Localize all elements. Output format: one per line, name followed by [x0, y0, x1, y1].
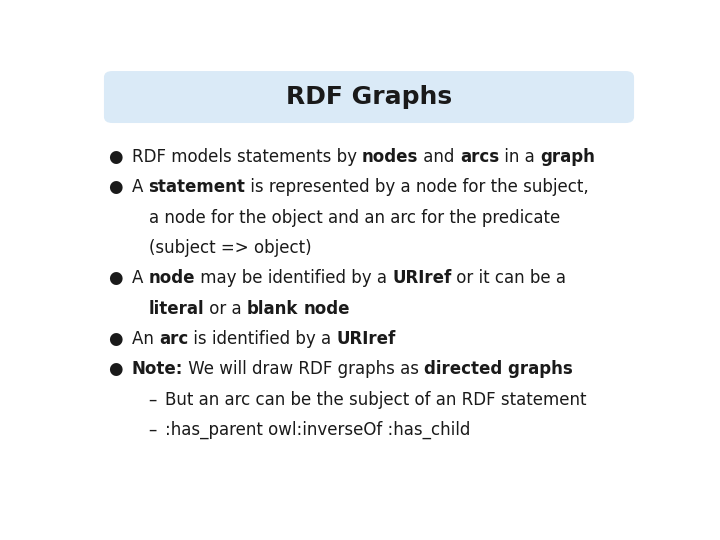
Text: literal: literal: [148, 300, 204, 318]
Text: –: –: [148, 391, 157, 409]
Text: ●: ●: [108, 178, 122, 197]
Text: RDF Graphs: RDF Graphs: [286, 85, 452, 109]
Text: URIref: URIref: [337, 330, 396, 348]
FancyBboxPatch shape: [104, 71, 634, 123]
Text: Note:: Note:: [132, 360, 183, 379]
Text: We will draw RDF graphs as: We will draw RDF graphs as: [183, 360, 425, 379]
Text: ●: ●: [108, 269, 122, 287]
Text: arcs: arcs: [460, 148, 499, 166]
Text: ●: ●: [108, 360, 122, 379]
Text: directed graphs: directed graphs: [425, 360, 573, 379]
Text: is identified by a: is identified by a: [188, 330, 337, 348]
Text: :has_parent owl:inverseOf :has_child: :has_parent owl:inverseOf :has_child: [166, 421, 471, 440]
Text: –: –: [148, 421, 157, 439]
Text: But an arc can be the subject of an RDF statement: But an arc can be the subject of an RDF …: [166, 391, 587, 409]
Text: A: A: [132, 269, 148, 287]
Text: (subject => object): (subject => object): [148, 239, 311, 257]
Text: or a: or a: [204, 300, 247, 318]
Text: in a: in a: [499, 148, 540, 166]
Text: a node for the object and an arc for the predicate: a node for the object and an arc for the…: [148, 208, 560, 227]
Text: nodes: nodes: [362, 148, 418, 166]
Text: URIref: URIref: [392, 269, 451, 287]
Text: graph: graph: [540, 148, 595, 166]
Text: RDF models statements by: RDF models statements by: [132, 148, 362, 166]
Text: A: A: [132, 178, 148, 197]
Text: node: node: [148, 269, 195, 287]
Text: ●: ●: [108, 148, 122, 166]
Text: blank: blank: [247, 300, 299, 318]
Text: An: An: [132, 330, 159, 348]
Text: or it can be a: or it can be a: [451, 269, 567, 287]
Text: may be identified by a: may be identified by a: [195, 269, 392, 287]
Text: ●: ●: [108, 330, 122, 348]
Text: and: and: [418, 148, 460, 166]
Text: is represented by a node for the subject,: is represented by a node for the subject…: [246, 178, 589, 197]
Text: arc: arc: [159, 330, 188, 348]
Text: statement: statement: [148, 178, 246, 197]
Text: node: node: [304, 300, 350, 318]
